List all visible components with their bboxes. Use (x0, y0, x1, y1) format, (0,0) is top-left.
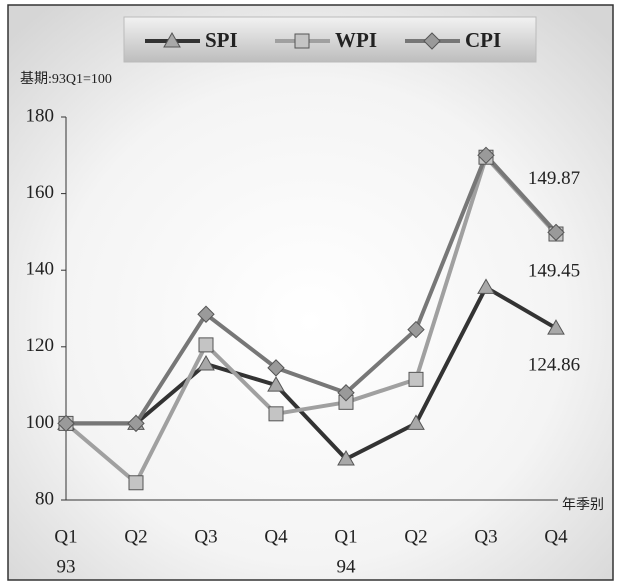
data-point (547, 223, 565, 242)
y-tick-label: 160 (26, 182, 55, 203)
x-tick-label: Q1 (54, 526, 77, 547)
x-tick-label: Q3 (194, 526, 217, 547)
note: 基期:93Q1=100 (20, 70, 112, 87)
x-tick-label: Q4 (264, 526, 288, 547)
legend-label: SPI (205, 28, 238, 52)
data-point (268, 406, 284, 422)
data-point (267, 376, 285, 392)
legend-marker (163, 31, 181, 48)
series-line (66, 285, 558, 462)
data-point (477, 146, 495, 165)
x-axis-label: 年季别 (562, 497, 604, 513)
data-point (127, 414, 145, 433)
y-tick-label: 120 (26, 335, 55, 356)
data-label: 124.86 (528, 355, 580, 376)
series-line (66, 153, 558, 426)
data-point (408, 371, 424, 387)
x-tick-label: Q3 (474, 526, 497, 547)
data-point (407, 414, 425, 430)
legend-label: WPI (335, 28, 377, 52)
data-point (337, 384, 355, 402)
legend-label: CPI (465, 28, 501, 52)
year-label: 94 (337, 556, 357, 577)
legend-marker (294, 33, 310, 49)
x-tick-label: Q2 (404, 526, 427, 547)
data-label: 149.87 (528, 168, 580, 189)
data-point (197, 305, 215, 323)
x-tick-label: Q4 (544, 526, 568, 547)
panel (7, 4, 614, 581)
x-tick-label: Q1 (334, 526, 357, 547)
y-tick-label: 100 (26, 412, 55, 433)
data-point (198, 337, 214, 353)
data-point (407, 320, 425, 339)
data-point (337, 450, 355, 466)
y-tick-label: 140 (26, 259, 55, 280)
y-tick-label: 180 (26, 105, 55, 126)
series-line (64, 155, 558, 485)
data-point (197, 355, 215, 371)
year-label: 93 (57, 556, 76, 577)
legend-marker (423, 32, 441, 50)
data-point (477, 278, 495, 294)
data-point (267, 359, 285, 377)
data-point (547, 319, 565, 335)
data-label: 149.45 (528, 260, 580, 281)
x-tick-label: Q2 (124, 526, 147, 547)
data-point (57, 414, 75, 433)
data-point (128, 475, 144, 491)
y-tick-label: 80 (35, 488, 54, 509)
